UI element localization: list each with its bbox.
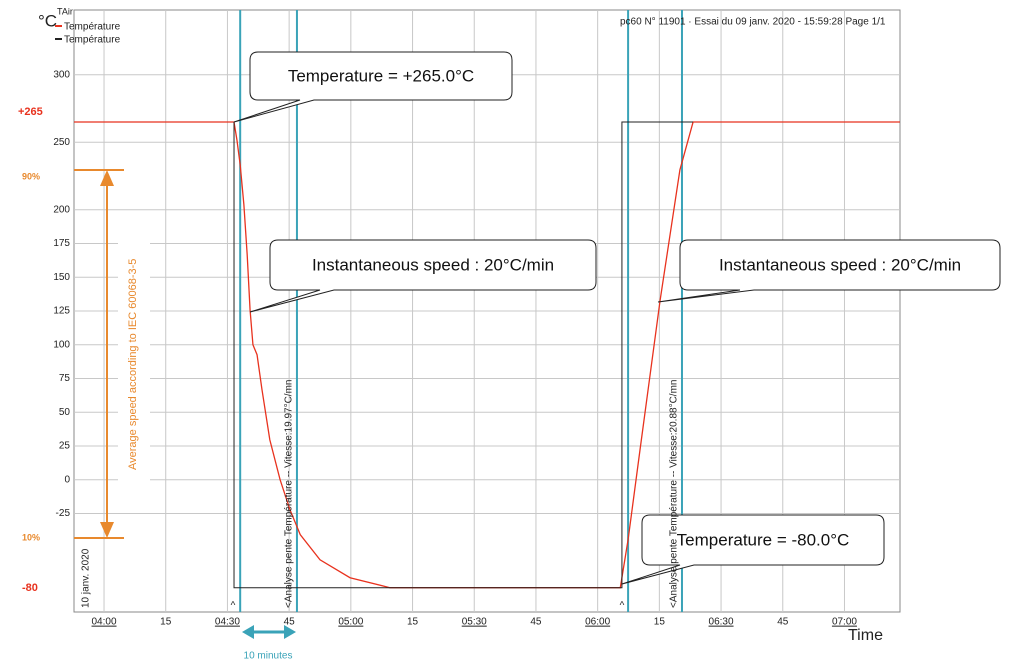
x-tick-label: 45 [777,617,789,628]
p90-label: 90% [22,171,40,181]
duration-arrow [242,625,296,639]
y-tick-label: 175 [53,238,70,249]
x-tick-label: 45 [284,617,296,628]
unit-label: °C [38,11,57,30]
y-tick-label: 50 [59,407,71,418]
y-tick-label: 125 [53,306,70,317]
y-tick-label: 300 [53,69,70,80]
cursor-label: <Analyse pente Température -- Vitesse:20… [669,380,680,608]
x-tick-label: 06:30 [709,617,734,628]
legend-label: Température [64,35,121,46]
average-arrow [74,169,150,539]
y-tick-label: 200 [53,204,70,215]
series-line [233,121,694,589]
x-tick-label: 04:00 [92,617,117,628]
p10-label: 10% [22,532,40,542]
x-tick-label: 06:00 [585,617,610,628]
x-tick-label: 04:30 [215,617,240,628]
callout-text: Instantaneous speed : 20°C/min [312,255,554,274]
x-tick-label: 45 [530,617,542,628]
legend-title: TAir [57,6,73,16]
marker: ^ [620,601,625,612]
y-tick-label: 100 [53,339,70,350]
date-label: 10 janv. 2020 [81,548,92,608]
high-label: +265 [18,106,43,118]
series-line [74,121,900,589]
legend-label: Température [64,22,121,33]
callout-text: Temperature = +265.0°C [288,66,474,85]
x-tick-label: 15 [407,617,419,628]
x-tick-label: 15 [654,617,666,628]
y-tick-label: 250 [53,137,70,148]
low-label: -80 [22,582,38,594]
marker: ^ [231,601,236,612]
average-label: Average speed according to IEC 60068-3-5 [127,259,139,470]
cursor-label: <Analyse pente Température -- Vitesse:19… [284,380,295,608]
x-tick-label: 15 [160,617,172,628]
x-axis-label: Time [848,627,883,644]
callout-box [621,514,885,585]
callout-text: Temperature = -80.0°C [677,530,850,549]
duration-label: 10 minutes [244,651,293,662]
y-tick-label: 75 [59,373,71,384]
callout-text: Instantaneous speed : 20°C/min [719,255,961,274]
callout-box [233,51,513,123]
y-tick-label: 25 [59,441,71,452]
y-tick-label: -25 [56,508,71,519]
y-tick-label: 0 [64,474,70,485]
header: pc60 N° 11901 · Essai du 09 janv. 2020 -… [620,17,886,28]
x-tick-label: 05:30 [462,617,487,628]
callout-box [657,239,1001,303]
callout-box [249,239,597,313]
x-tick-label: 07:00 [832,617,857,628]
y-tick-label: 150 [53,272,70,283]
x-tick-label: 05:00 [338,617,363,628]
